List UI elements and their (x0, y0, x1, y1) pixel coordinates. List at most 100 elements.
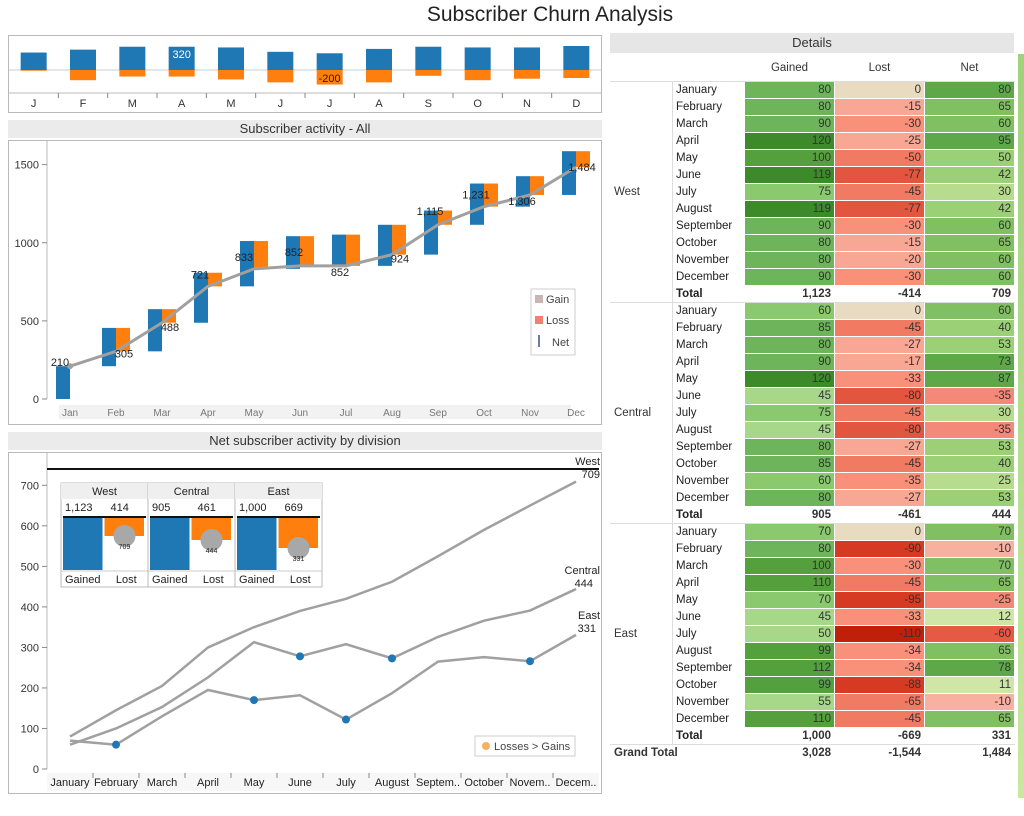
legend-marker (482, 742, 490, 750)
lost-cell: -65 (834, 693, 925, 711)
month-label: May (672, 149, 745, 167)
gain-bar (366, 48, 392, 70)
month-label: November (672, 693, 745, 711)
inset-region-name: East (267, 486, 289, 498)
gained-cell: 70 (744, 523, 835, 541)
lost-cell: -33 (834, 370, 925, 388)
inset-lost-label: Lost (116, 574, 137, 586)
net-cell: 65 (924, 642, 1015, 660)
net-cell: 40 (924, 319, 1015, 337)
x-tick-label: May (244, 777, 265, 789)
table-row: June 45 -33 12 (611, 608, 1015, 626)
net-cell: 65 (924, 234, 1015, 252)
gain-bar (119, 46, 146, 70)
table-row: June 45 -80 -35 (611, 387, 1015, 405)
east-value: 331 (578, 623, 596, 635)
gain-bar (267, 51, 294, 70)
x-tick-label: October (464, 777, 503, 789)
x-tick-label: Aug (383, 408, 401, 419)
inset-lost-value: 414 (111, 502, 129, 514)
header-blank (610, 54, 673, 82)
month-label: September (672, 217, 745, 235)
gained-cell: 110 (744, 710, 835, 728)
net-cell: 60 (924, 302, 1015, 320)
lost-cell: -45 (834, 404, 925, 422)
gained-cell: 85 (744, 319, 835, 337)
loss-bar (576, 151, 590, 168)
division-heading: Net subscriber activity by division (8, 432, 602, 450)
month-tick-label: J (31, 98, 36, 110)
x-tick-label: Oct (476, 408, 492, 419)
legend-loss-swatch (535, 316, 543, 324)
month-label: March (672, 336, 745, 354)
inset-gained-bar (237, 518, 277, 570)
inset-head-bg (235, 483, 322, 499)
x-tick-label: Jul (340, 408, 353, 419)
month-label: March (672, 557, 745, 575)
lost-cell: -20 (834, 251, 925, 269)
column-header: Net (924, 54, 1015, 82)
inset-net-circle (287, 537, 310, 559)
net-cell: 42 (924, 200, 1015, 218)
activity-chart: 0 500 1000 1500 210 305 488 721 833 852 852 924 1,11… (15, 141, 596, 419)
lost-cell: -30 (834, 115, 925, 133)
month-label: November (672, 472, 745, 490)
region-total-row: Total 1,000 -669 331 (611, 727, 1015, 745)
net-value-label: 488 (161, 322, 179, 334)
gained-cell: 99 (744, 642, 835, 660)
net-cell: 60 (924, 268, 1015, 286)
month-label: March (672, 115, 745, 133)
gained-cell: 75 (744, 404, 835, 422)
net-cell: 65 (924, 574, 1015, 592)
net-cell: -60 (924, 625, 1015, 643)
month-label: October (672, 676, 745, 694)
net-cell: 11 (924, 676, 1015, 694)
net-cell: 40 (924, 455, 1015, 473)
y-tick-label: 0 (33, 394, 39, 406)
inset-gained-bar (63, 518, 103, 570)
table-row: April 110 -45 65 (611, 574, 1015, 592)
net-cell: -10 (924, 693, 1015, 711)
table-row: October 99 -88 11 (611, 676, 1015, 694)
lost-cell: -27 (834, 438, 925, 456)
gained-cell: 80 (744, 489, 835, 507)
month-label: September (672, 438, 745, 456)
column-header: Gained (744, 54, 835, 82)
gain-bar (563, 46, 590, 70)
net-cell: 42 (924, 166, 1015, 184)
month-label: January (672, 302, 745, 320)
x-tick-label: Jun (292, 408, 308, 419)
grand-total-row: Grand Total 3,028 -1,544 1,484 (610, 744, 1015, 762)
month-label: February (672, 540, 745, 558)
lost-cell: -17 (834, 353, 925, 371)
month-label: April (672, 132, 745, 150)
table-row: October 85 -45 40 (611, 455, 1015, 473)
gained-cell: 100 (744, 557, 835, 575)
net-cell: 60 (924, 251, 1015, 269)
division-line (69, 633, 577, 746)
west-value: 709 (582, 469, 600, 481)
gained-cell: 45 (744, 387, 835, 405)
inset-net-value: 709 (119, 544, 131, 551)
grand-total-label: Grand Total (610, 744, 745, 762)
y-tick-label: 600 (21, 521, 39, 533)
max-value-label: 320 (172, 49, 190, 61)
x-tick-label: Nov (521, 408, 539, 419)
gain-bar (286, 236, 300, 269)
month-label: August (672, 200, 745, 218)
month-label: January (672, 523, 745, 541)
lost-cell: -80 (834, 387, 925, 405)
table-row: August 119 -77 42 (611, 200, 1015, 218)
month-label: February (672, 319, 745, 337)
y-tick-label: 200 (21, 683, 39, 695)
grand-total-cell: 1,484 (924, 744, 1015, 762)
x-tick-label: January (50, 777, 90, 789)
net-value-label: 305 (115, 348, 133, 360)
x-tick-label: Feb (107, 408, 125, 419)
net-cell: 30 (924, 183, 1015, 201)
lost-cell: -33 (834, 608, 925, 626)
lost-cell: -45 (834, 455, 925, 473)
gained-cell: 80 (744, 98, 835, 116)
net-value-label: 852 (331, 267, 349, 279)
loss-bar (20, 70, 47, 71)
